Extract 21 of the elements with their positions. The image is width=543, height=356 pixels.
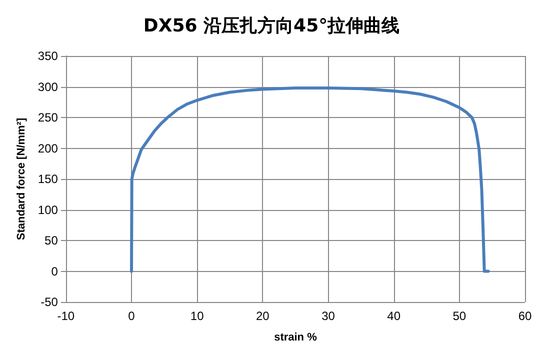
chart-title: DX56 沿压扎方向45°拉伸曲线: [143, 16, 400, 36]
x-tick-label: 50: [452, 309, 466, 323]
x-tick-label: 10: [190, 309, 204, 323]
x-tick-label: 40: [387, 309, 401, 323]
x-tick-label: 20: [256, 309, 270, 323]
x-tick-label: 30: [322, 309, 336, 323]
x-axis-title: strain %: [274, 332, 318, 344]
y-tick-label: 50: [44, 234, 58, 248]
y-tick-label: 0: [51, 264, 58, 278]
x-tick-label: 0: [128, 309, 136, 323]
y-tick-label: 100: [38, 202, 58, 217]
y-tick-label: 200: [38, 141, 58, 156]
x-tick-label: 60: [518, 309, 532, 323]
y-tick-label: 250: [38, 110, 58, 124]
y-tick-label: 300: [38, 80, 58, 94]
x-tick-label: -10: [57, 309, 75, 323]
y-tick-label: 350: [38, 49, 58, 63]
y-tick-label: -50: [40, 295, 58, 309]
y-tick-label: 150: [38, 172, 58, 186]
line-series: [130, 86, 490, 273]
y-axis-title: Standard force [N/mm²]: [16, 118, 28, 240]
